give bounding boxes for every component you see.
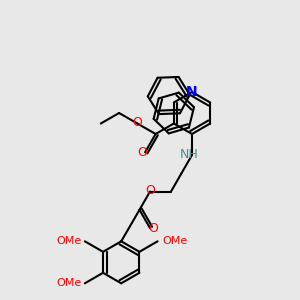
Text: O: O xyxy=(148,222,158,235)
Text: NH: NH xyxy=(180,148,198,160)
Text: OMe: OMe xyxy=(57,278,82,288)
Text: OMe: OMe xyxy=(163,236,188,246)
Text: O: O xyxy=(137,146,147,159)
Text: O: O xyxy=(132,116,142,129)
Text: N: N xyxy=(186,85,198,99)
Text: O: O xyxy=(145,184,155,197)
Text: OMe: OMe xyxy=(57,236,82,246)
